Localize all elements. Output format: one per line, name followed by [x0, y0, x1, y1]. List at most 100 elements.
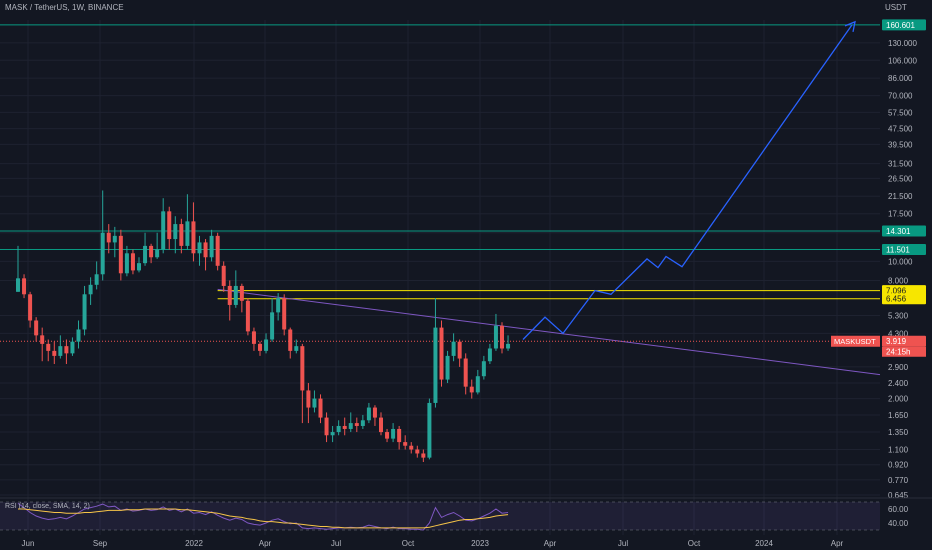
time-tick-label: 2024 — [755, 539, 773, 548]
rsi-band-fill — [0, 502, 880, 530]
candle-body — [391, 428, 396, 439]
price-tick-label: 17.500 — [888, 210, 913, 219]
price-tick-label: 21.500 — [888, 192, 913, 201]
candle-body — [215, 235, 220, 266]
candle-body — [209, 235, 214, 258]
candle-body — [451, 341, 456, 356]
candle-body — [118, 235, 123, 274]
countdown-badge — [882, 346, 926, 357]
candle-body — [493, 325, 498, 349]
candle-body — [58, 346, 63, 356]
candle-body — [197, 242, 202, 254]
candle-body — [173, 224, 178, 240]
candle-body — [427, 402, 432, 458]
candle-body — [300, 346, 305, 391]
candle-body — [288, 329, 293, 351]
price-tick-label: 1.650 — [888, 411, 909, 420]
price-tick-label: 86.000 — [888, 74, 913, 83]
candle-body — [100, 232, 105, 275]
candle-body — [500, 325, 504, 349]
candle-body — [191, 221, 196, 254]
candle-body — [167, 211, 172, 240]
candle-body — [385, 432, 390, 439]
price-label-badge — [882, 244, 926, 256]
price-tick-label: 130.000 — [888, 39, 917, 48]
candle-body — [185, 221, 190, 246]
candle-body — [403, 442, 408, 446]
candle-body — [506, 343, 511, 349]
candle-body — [245, 300, 250, 332]
time-tick-label: Apr — [259, 539, 272, 548]
rsi-ma-line — [18, 508, 509, 529]
symbol-tag — [831, 335, 880, 347]
time-tick-label: Oct — [688, 539, 701, 548]
candle-body — [124, 253, 129, 274]
candle-body — [354, 423, 359, 426]
candle-body — [463, 358, 468, 387]
symbol-tag-text: MASKUSDT — [834, 337, 876, 346]
candle-body — [155, 249, 160, 258]
time-tick-label: Jun — [22, 539, 35, 548]
candle-body — [221, 265, 226, 286]
candle-body — [348, 423, 353, 429]
candle-body — [445, 355, 450, 380]
price-label-text: 11.501 — [886, 246, 910, 255]
price-label-badge — [882, 293, 926, 305]
time-tick-label: 2022 — [185, 539, 203, 548]
time-tick-label: 2023 — [471, 539, 489, 548]
price-tick-label: 31.500 — [888, 160, 913, 169]
price-label-text: 7.096 — [886, 287, 907, 296]
candle-body — [52, 350, 57, 356]
candle-body — [149, 245, 154, 258]
price-tick-label: 1.100 — [888, 446, 909, 455]
trend-line — [217, 288, 881, 376]
projection-path — [522, 24, 853, 340]
price-tick-label: 4.300 — [888, 329, 909, 338]
price-tick-label: 10.000 — [888, 257, 913, 266]
candle-body — [487, 348, 492, 362]
candle-body — [469, 386, 474, 393]
candle-body — [336, 425, 341, 433]
time-tick-label: Apr — [544, 539, 557, 548]
candle-body — [227, 285, 232, 305]
candle-body — [143, 245, 148, 264]
rsi-tick-label: 60.00 — [888, 505, 909, 514]
candle-body — [264, 339, 269, 351]
price-tick-label: 2.900 — [888, 363, 909, 372]
price-label-text: 160.601 — [886, 21, 915, 30]
candle-body — [233, 285, 238, 305]
candle-body — [282, 298, 287, 330]
candle-body — [34, 320, 39, 336]
candle-body — [342, 425, 347, 429]
price-tick-label: 2.400 — [888, 379, 909, 388]
candle-body — [106, 232, 111, 243]
price-tick-label: 26.500 — [888, 174, 913, 183]
countdown-label: 24:15h — [886, 348, 910, 357]
candle-body — [475, 376, 480, 393]
rsi-tick-label: 40.00 — [888, 519, 909, 528]
candle-body — [415, 449, 420, 454]
candle-body — [40, 335, 45, 344]
price-tick-label: 39.500 — [888, 140, 913, 149]
candle-body — [366, 407, 371, 421]
projection-arrowhead — [844, 20, 856, 32]
candle-body — [16, 278, 20, 292]
candle-body — [76, 329, 81, 342]
price-tick-label: 8.000 — [888, 276, 909, 285]
price-tick-label: 0.770 — [888, 476, 909, 485]
candle-body — [312, 398, 317, 408]
candle-body — [421, 453, 426, 458]
price-label-badge — [882, 19, 926, 31]
price-tick-label: 106.000 — [888, 56, 917, 65]
candle-body — [330, 432, 335, 436]
candle-body — [481, 361, 486, 377]
time-tick-label: Jul — [331, 539, 341, 548]
price-label-text: 3.919 — [886, 337, 907, 346]
rsi-indicator-title[interactable]: RSI (14, close, SMA, 14, 2) — [5, 503, 90, 510]
price-tick-label: 0.645 — [888, 491, 909, 500]
candle-body — [239, 285, 244, 301]
candle-body — [28, 294, 33, 321]
candle-body — [161, 211, 166, 250]
candle-body — [94, 274, 99, 285]
